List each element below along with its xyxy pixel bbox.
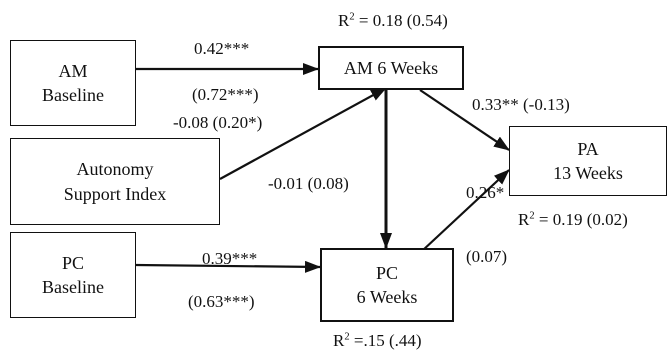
node-pc-baseline: PC Baseline [10,232,136,318]
r-squared-pc-6-weeks-base: R [333,331,345,350]
node-am-baseline-line2: Baseline [42,85,104,105]
node-pc-baseline-line2: Baseline [42,277,104,297]
node-pa-13-weeks-line1: PA [577,138,599,159]
path-label-am-baseline-line2: (0.72***) [192,85,259,104]
arrow-pc-6-weeks-to-pa-13-weeks [421,169,510,252]
r-squared-pa-13-weeks-sup: 2 [529,210,535,222]
r-squared-am-6-weeks-rest: = 0.18 (0.54) [354,11,448,30]
node-autonomy-support-index: Autonomy Support Index [10,138,220,225]
node-pc-baseline-line1: PC [61,252,84,273]
path-label-pc-to-pa-line1: 0.26* [466,183,505,202]
node-am-6-weeks: AM 6 Weeks [318,46,464,90]
node-am-baseline: AM Baseline [10,40,136,126]
node-autonomy-line2: Support Index [63,183,167,204]
node-pa-13-weeks-line2: 13 Weeks [553,163,623,183]
node-pc-6-weeks-line2: 6 Weeks [356,287,418,307]
r-squared-am-6-weeks-sup: 2 [349,11,355,23]
node-am-6-weeks-label: AM 6 Weeks [343,57,439,78]
path-label-pc-baseline-line2: (0.63***) [188,292,255,311]
path-label-pc-baseline-line1: 0.39*** [202,249,258,268]
node-am-baseline-line1: AM [58,60,88,81]
path-label-pc-to-pa-line2: (0.07) [466,247,508,266]
r-squared-pa-13-weeks: R2 = 0.19 (0.02) [518,211,628,228]
node-pc-6-weeks-line1: PC [375,262,399,283]
arrow-autonomy-to-am-6-weeks [219,87,387,180]
r-squared-pa-13-weeks-base: R [518,210,530,229]
node-autonomy-line1: Autonomy [76,159,154,180]
r-squared-pc-6-weeks-sup: 2 [344,331,350,343]
path-label-am-to-pa: 0.33** (-0.13) [472,95,570,114]
r-squared-pc-6-weeks-rest: =.15 (.44) [349,331,422,350]
r-squared-am-6-weeks-base: R [338,11,350,30]
r-squared-pa-13-weeks-rest: = 0.19 (0.02) [534,210,628,229]
node-pc-6-weeks: PC 6 Weeks [320,248,454,322]
r-squared-pc-6-weeks: R2 =.15 (.44) [333,332,422,349]
path-label-am-to-pc: -0.01 (0.08) [268,174,349,193]
arrow-am-6-weeks-to-pa-13-weeks [419,89,510,151]
r-squared-am-6-weeks: R2 = 0.18 (0.54) [338,12,448,29]
node-pa-13-weeks: PA 13 Weeks [509,126,667,196]
arrow-pc-baseline-to-pc-6-weeks [135,260,321,273]
path-label-autonomy: -0.08 (0.20*) [173,113,263,132]
path-label-am-baseline-line1: 0.42*** [194,39,250,58]
